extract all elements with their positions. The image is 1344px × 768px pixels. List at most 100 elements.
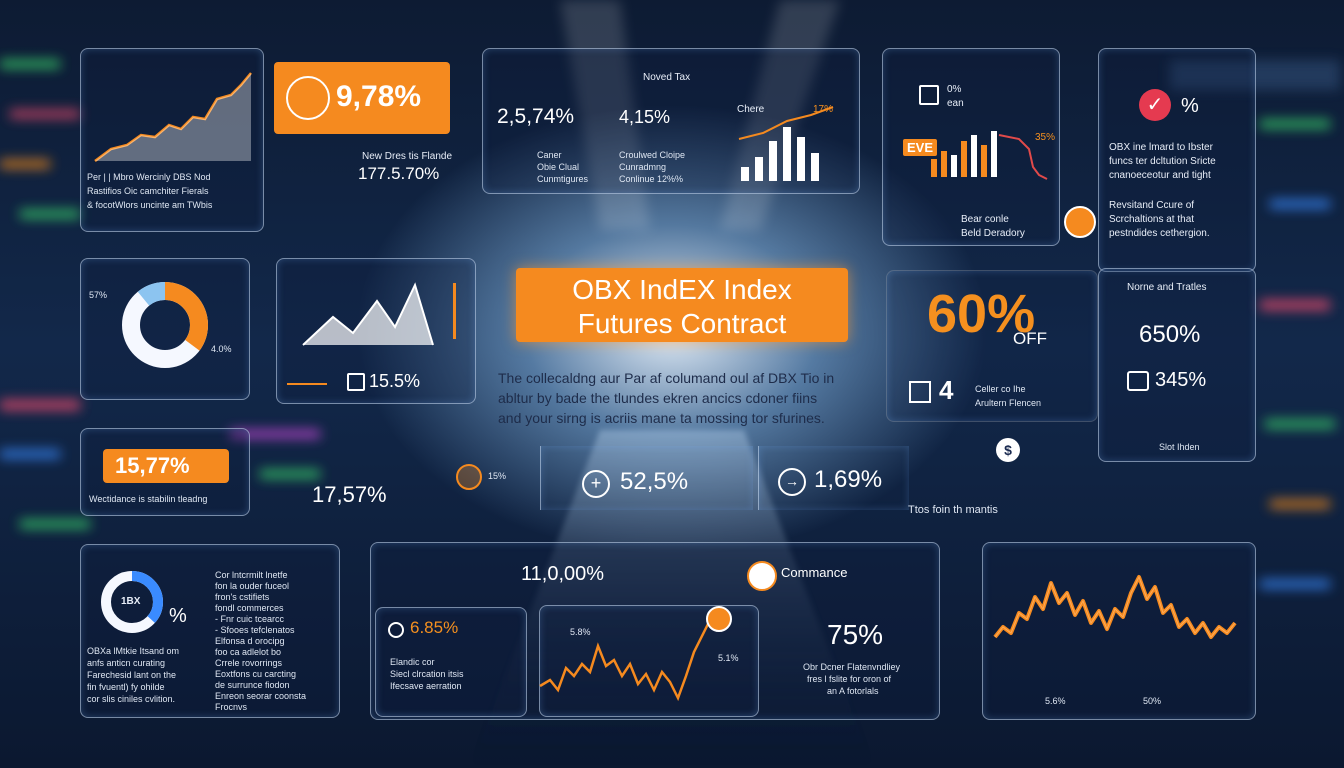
bottom-left-col-8: foo ca adlelot bo (215, 647, 282, 657)
title-line-2: Futures Contract (577, 308, 787, 339)
panel-left-badge: 15,77% Wectidance is stabilin tleadng (80, 428, 250, 516)
center-top-bar-chart (738, 106, 834, 181)
mid-value-a: 52,5% (620, 468, 689, 495)
panel-mid-a (540, 446, 753, 510)
sub-line-3: Ifecsave aerration (390, 681, 462, 691)
horizontal-marker (287, 383, 327, 385)
right-stats-title: Norne and Tratles (1127, 282, 1207, 293)
center-top-header: Noved Tax (643, 72, 691, 83)
mid-coin-label: 15% (488, 471, 507, 481)
bottom-left-col-11: de surrunce fiodon (215, 680, 290, 690)
commerce-caption-2: fres l fslite for oron of (807, 674, 892, 684)
description-line-3: and your sirng is acriis mane ta mossing… (498, 410, 825, 426)
top-left-line-3: & focotWlors uncinte am TWbis (87, 200, 213, 210)
bottom-center-line-chart (539, 619, 712, 702)
right-stats-value-a: 650% (1139, 321, 1201, 348)
center-top-right-line-2: Cunradmng (619, 162, 667, 172)
top-left-line-2: Rastifios Oic camchiter Fierals (87, 186, 209, 196)
panel-center-top: Noved Tax 2,5,74% 4,15% Caner Obie Clual… (482, 48, 860, 194)
main-percent-badge: 9,78% (274, 62, 450, 134)
bottom-left-col-4: fondl commerces (215, 603, 284, 613)
main-percent-value: 9,78% (336, 80, 422, 113)
panel-top-right-a: 0% ean EVE 35% Bear conle Beld Deradory (882, 48, 1060, 246)
tr-a-label-a: 0% (947, 84, 962, 95)
bottom-left-line-5: cor slis ciniles cvlition. (87, 694, 176, 704)
dollar-icon: $ (996, 438, 1020, 462)
sub-line-1: Elandic cor (390, 657, 435, 667)
left-badge-box: 15,77% (103, 449, 229, 483)
panel-bottom-right: 5.6% 50% (982, 542, 1256, 720)
note-top-value: 177.5.70% (358, 164, 440, 183)
panel-top-right-b: ✓ % OBX ine lmard to Ibster funcs ter dc… (1098, 48, 1256, 272)
right-stats-footer: Slot Ihden (1159, 442, 1200, 452)
donut-label-left: 57% (89, 290, 108, 300)
title-banner: OBX IndEX Index Futures Contract (516, 268, 848, 342)
panel-bottom-center-sub: 6.85% Elandic cor Siecl clrcation itsis … (375, 607, 527, 717)
coin-icon-commerce (747, 561, 777, 591)
center-top-value-left: 2,5,74% (497, 105, 575, 128)
bottom-left-inner: 1BX (121, 596, 141, 607)
center-top-chart-label-b: 17% (813, 104, 834, 115)
tr-b-line-4: Revsitand Ccure of (1109, 200, 1195, 211)
panel-donut: 57% 4.0% (80, 258, 250, 400)
home-badge-icon (706, 606, 732, 632)
description-line-2: abltur by bade the tlundes ekren ancics … (498, 390, 818, 406)
panel-bottom-center: 11,0,00% 6.85% Elandic cor Siecl clrcati… (370, 542, 940, 720)
panel-right-stats: Norne and Tratles 650% 345% Slot Ihden (1098, 268, 1256, 462)
tr-b-line-2: funcs ter dcltution Sricte (1109, 156, 1216, 167)
tr-a-tag: EVE (903, 139, 938, 156)
calendar-icon (347, 373, 365, 391)
center-top-value-right: 4,15% (619, 107, 671, 127)
bottom-left-col-12: Enreon seorar coonsta (215, 691, 307, 701)
bottom-left-col-10: Eoxtfons cu carcting (215, 669, 297, 679)
left-badge-caption: Wectidance is stabilin tleadng (89, 494, 208, 504)
mountain-value: 15.5% (369, 371, 421, 391)
vertical-marker (453, 283, 456, 339)
left-badge-value: 15,77% (115, 453, 190, 478)
sub-line-2: Siecl clrcation itsis (390, 669, 464, 679)
top-left-line-1: Per | | Mbro Wercinly DBS Nod (87, 172, 211, 182)
bottom-left-col-9: Crrele rovorrings (215, 658, 283, 668)
arrow-icon: → (778, 468, 806, 496)
bottom-left-value: % (169, 605, 187, 627)
check-icon: ✓ (1139, 89, 1171, 121)
commerce-caption-3: an A fotorlals (827, 686, 879, 696)
sub-value: 6.85% (410, 618, 459, 637)
description: The collecaldng aur Par af columand oul … (498, 368, 868, 428)
panel-bottom-center-chart: 5.8% 5.1% (539, 605, 759, 717)
bottom-left-col-13: Frocnvs (215, 702, 248, 712)
panel-bottom-left: 1BX % OBXa lMtkie Itsand om anfs anticn … (80, 544, 340, 718)
offer-count: 4 (939, 375, 954, 405)
center-top-left-line-2: Obie Clual (537, 162, 580, 172)
bar-area-chart (94, 72, 252, 162)
br-x-label-b: 50% (1143, 696, 1162, 706)
tr-b-line-1: OBX ine lmard to Ibster (1109, 142, 1213, 153)
center-top-chart-label-a: Chere (737, 104, 765, 115)
bottom-left-col-5: - Fnr cuic tcearcc (215, 614, 285, 624)
house-icon (919, 85, 939, 105)
tr-a-label-b: ean (947, 98, 964, 109)
tr-b-line-5: Scrchaltions at that (1109, 214, 1195, 225)
donut-label-right: 4.0% (211, 344, 232, 354)
note-top-label: New Dres tis Flande (362, 151, 453, 162)
chart-label-a: 5.8% (570, 627, 591, 637)
panel-mid-b (758, 446, 909, 510)
center-top-right-line-3: Conlinue 12%% (619, 174, 684, 184)
tr-a-candle-chart (931, 131, 1048, 180)
coin-icon-mid (456, 464, 482, 490)
plus-icon: + (582, 470, 610, 498)
offer-caption-2: Arultern Flencen (975, 398, 1042, 408)
mountain-chart (302, 282, 434, 346)
bottom-left-donut (101, 571, 163, 633)
panel-offer: 60% OFF 4 Celler co Ihe Arultern Flencen (886, 270, 1098, 422)
bottom-left-line-2: anfs anticn curating (87, 658, 166, 668)
mid-value-b: 1,69% (814, 466, 883, 493)
bottom-left-line-4: fin fvuentl) fy ohilde (87, 682, 165, 692)
bottom-left-line-1: OBXa lMtkie Itsand om (87, 646, 180, 656)
center-top-right-line-1: Croulwed Cloipe (619, 150, 686, 160)
clock-icon (388, 622, 404, 638)
bottom-left-col-1: Cor lntcrmilt lnetfe (215, 570, 288, 580)
box-icon (909, 381, 931, 403)
tr-a-label-e: Beld Deradory (961, 228, 1025, 239)
commerce-caption-1: Obr Dcner Flatenvndliey (803, 662, 901, 672)
